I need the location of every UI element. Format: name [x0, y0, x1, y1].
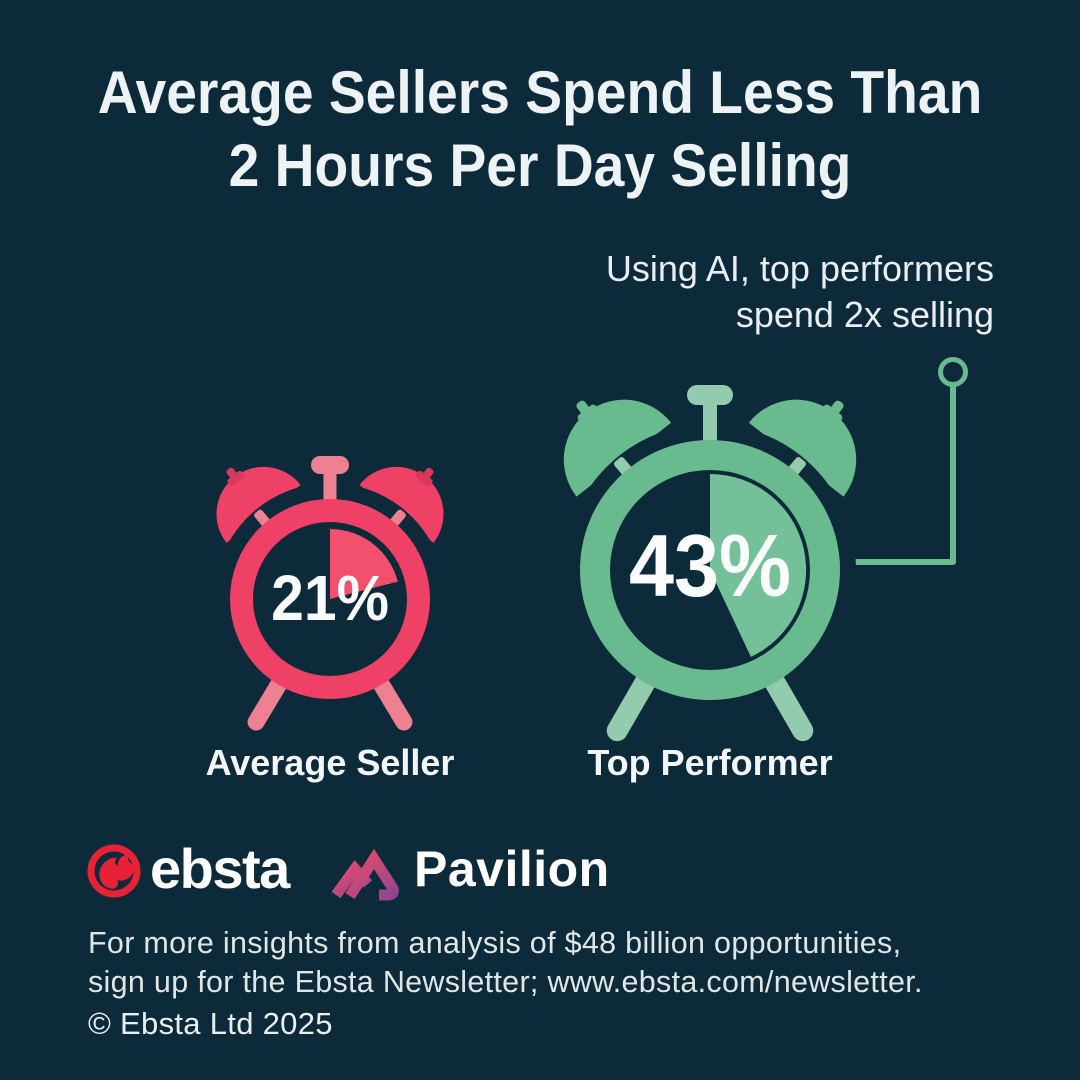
- annotation-line-1: Using AI, top performers: [605, 248, 994, 289]
- average-seller-clock: [214, 456, 446, 731]
- average-seller-percent: 21%: [271, 562, 389, 634]
- pie-wedge: [330, 529, 398, 599]
- top-performer-annotation: Using AI, top performers spend 2x sellin…: [606, 246, 994, 338]
- footer-line-1: For more insights from analysis of $48 b…: [88, 926, 902, 960]
- winder-key: [821, 400, 844, 424]
- copyright-text: © Ebsta Ltd 2025: [88, 1006, 333, 1041]
- stem-cap: [687, 385, 733, 405]
- winder-key: [576, 400, 599, 424]
- winder-key: [226, 467, 245, 486]
- stem: [323, 473, 337, 505]
- logo-row: ebsta Pavilion: [0, 836, 1080, 906]
- bell: [563, 399, 672, 497]
- top-performer-percent: 43%: [628, 516, 792, 615]
- bell: [216, 466, 301, 543]
- annotation-connector: [838, 357, 968, 565]
- winder-key: [415, 467, 434, 486]
- pavilion-logo-wordmark: Pavilion: [414, 841, 610, 897]
- bell: [359, 466, 444, 543]
- pie-wedge: [710, 473, 807, 657]
- stem-cap: [311, 456, 349, 474]
- top-performer-label: Top Performer: [587, 742, 833, 783]
- ebsta-logo-wordmark: ebsta: [150, 837, 290, 900]
- ebsta-logo-icon: [87, 844, 141, 898]
- stem: [703, 404, 717, 446]
- title-line-1: Average Sellers Spend Less Than: [97, 59, 983, 126]
- annotation-line-2: spend 2x selling: [735, 294, 994, 336]
- clock-ring: [580, 440, 840, 700]
- pavilion-logo-icon: [331, 848, 399, 901]
- bell: [748, 399, 857, 497]
- title-line-2: 2 Hours Per Day Selling: [228, 132, 852, 200]
- footer-line-2: sign up for the Ebsta Newsletter; www.eb…: [88, 964, 923, 999]
- page-title: Average Sellers Spend Less Than 2 Hours …: [0, 56, 1080, 202]
- average-seller-label: Average Seller: [205, 742, 455, 783]
- clock-ring: [230, 499, 430, 699]
- top-performer-clock: [563, 385, 857, 742]
- footer-text: For more insights from analysis of $48 b…: [88, 924, 923, 1001]
